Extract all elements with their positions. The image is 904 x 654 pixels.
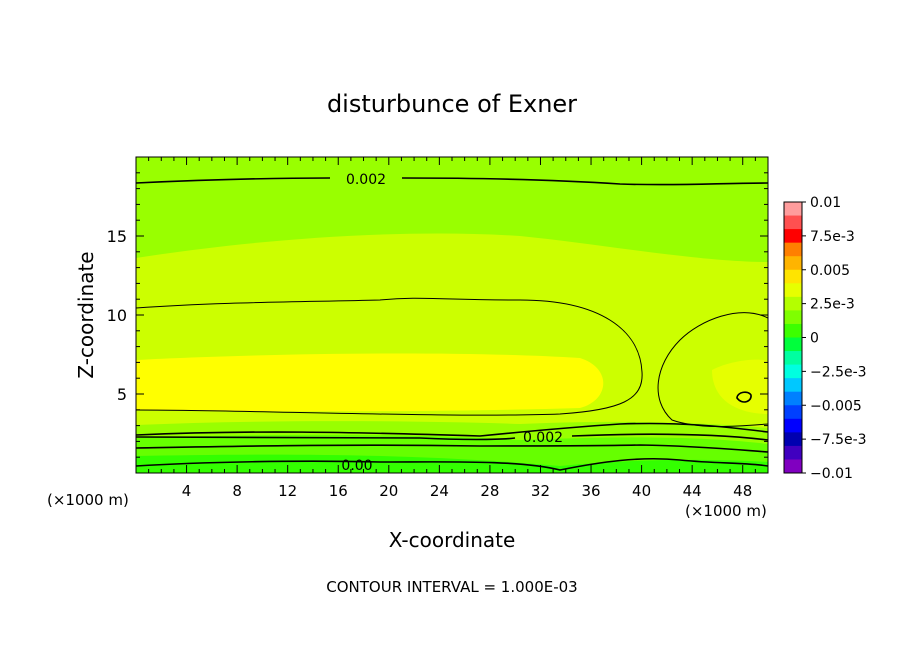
x-tick-label: 4: [182, 482, 192, 500]
x-tick-label: 16: [329, 482, 348, 500]
contour-line-lower-1: [136, 422, 768, 437]
contour-line-top: [136, 177, 768, 186]
colorbar-swatch: [784, 323, 802, 338]
colorbar-swatch: [784, 337, 802, 352]
colorbar-swatch: [784, 364, 802, 379]
y-tick-label: 5: [117, 385, 127, 404]
x-tick-label: 24: [430, 482, 449, 500]
contour-line-lower-3: [136, 444, 768, 453]
colorbar-label: 2.5e-3: [810, 297, 855, 313]
contour-lines: [136, 177, 768, 471]
colorbar-label: −7.5e-3: [810, 432, 867, 448]
colorbar-swatch: [784, 310, 802, 325]
band-inner-yellow-right: [712, 359, 768, 414]
x-unit-right: (×1000 m): [685, 502, 767, 520]
colorbar-label: −0.01: [810, 466, 853, 482]
contour-line-lower-2: [136, 433, 768, 441]
x-unit-left: (×1000 m): [47, 491, 129, 509]
band-inner-yellow-left: [136, 353, 604, 412]
x-tick-label: 32: [531, 482, 550, 500]
colorbar-swatch: [784, 242, 802, 257]
contour-line-bottom: [136, 457, 768, 471]
y-tick-label: 10: [107, 306, 127, 325]
x-tick-label: 28: [480, 482, 499, 500]
x-tick-label: 8: [232, 482, 242, 500]
contour-label-top: 0.002: [346, 172, 386, 188]
colorbar-swatch: [784, 405, 802, 420]
x-tick-label: 44: [683, 482, 702, 500]
colorbar-swatch: [784, 269, 802, 284]
y-tick-label: 15: [107, 227, 127, 246]
contour-label-group: 0.002 0.002 0.00: [341, 172, 563, 474]
colorbar-swatch: [784, 215, 802, 230]
x-tick-label: 40: [632, 482, 651, 500]
colorbar: 0.01 7.5e-3 0.005 2.5e-3 0 −2.5e-3 −0.005 −7.5e…: [783, 195, 867, 482]
colorbar-label: −2.5e-3: [810, 364, 867, 380]
colorbar-swatch: [784, 283, 802, 298]
chart-title: disturbunce of Exner: [327, 90, 577, 118]
colorbar-label: 7.5e-3: [810, 229, 855, 245]
x-tick-label: 36: [581, 482, 600, 500]
colorbar-swatch: [784, 229, 802, 244]
colorbar-swatch: [784, 391, 802, 406]
colorbar-label: 0.01: [810, 195, 841, 211]
contour-line-mid: [136, 297, 643, 416]
x-axis-label: X-coordinate: [389, 528, 516, 552]
band-bottom-deep-green: [136, 454, 768, 473]
colorbar-swatch: [784, 351, 802, 366]
x-axis-ticks: 4 8 12 16 20 24 28 32 36 40 44 48: [135, 157, 769, 500]
x-tick-label: 48: [733, 482, 752, 500]
contour-interval-note: CONTOUR INTERVAL = 1.000E-03: [326, 578, 577, 596]
colorbar-swatch: [784, 459, 802, 474]
colorbar-swatch: [784, 202, 802, 217]
y-axis-label: Z-coordinate: [74, 251, 98, 378]
colorbar-label: 0: [810, 331, 819, 347]
y-axis-ticks: 5 10 15: [107, 156, 768, 474]
colorbar-label: −0.005: [810, 398, 862, 414]
contour-fills: [136, 157, 768, 473]
colorbar-label: 0.005: [810, 263, 850, 279]
x-tick-label: 20: [379, 482, 398, 500]
colorbar-swatch: [784, 256, 802, 271]
contour-label-lower: 0.002: [523, 430, 563, 446]
x-tick-label: 12: [278, 482, 297, 500]
colorbar-swatch: [784, 296, 802, 311]
contour-label-bottom: 0.00: [341, 458, 372, 474]
colorbar-swatch: [784, 378, 802, 393]
colorbar-swatch: [784, 432, 802, 447]
colorbar-swatch: [784, 418, 802, 433]
contour-line-small-loop: [736, 391, 752, 403]
colorbar-swatch: [784, 445, 802, 460]
